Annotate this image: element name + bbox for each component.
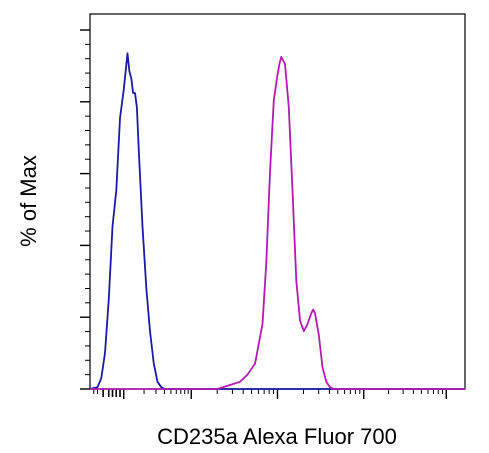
- series-line-1: [90, 56, 465, 390]
- series-layer: [89, 52, 465, 390]
- x-axis-label: CD235a Alexa Fluor 700: [157, 424, 397, 449]
- series-line-0: [89, 52, 465, 390]
- x-axis-ticks: [93, 389, 447, 399]
- y-axis-label: % of Max: [16, 155, 41, 247]
- y-axis-ticks: [80, 29, 90, 390]
